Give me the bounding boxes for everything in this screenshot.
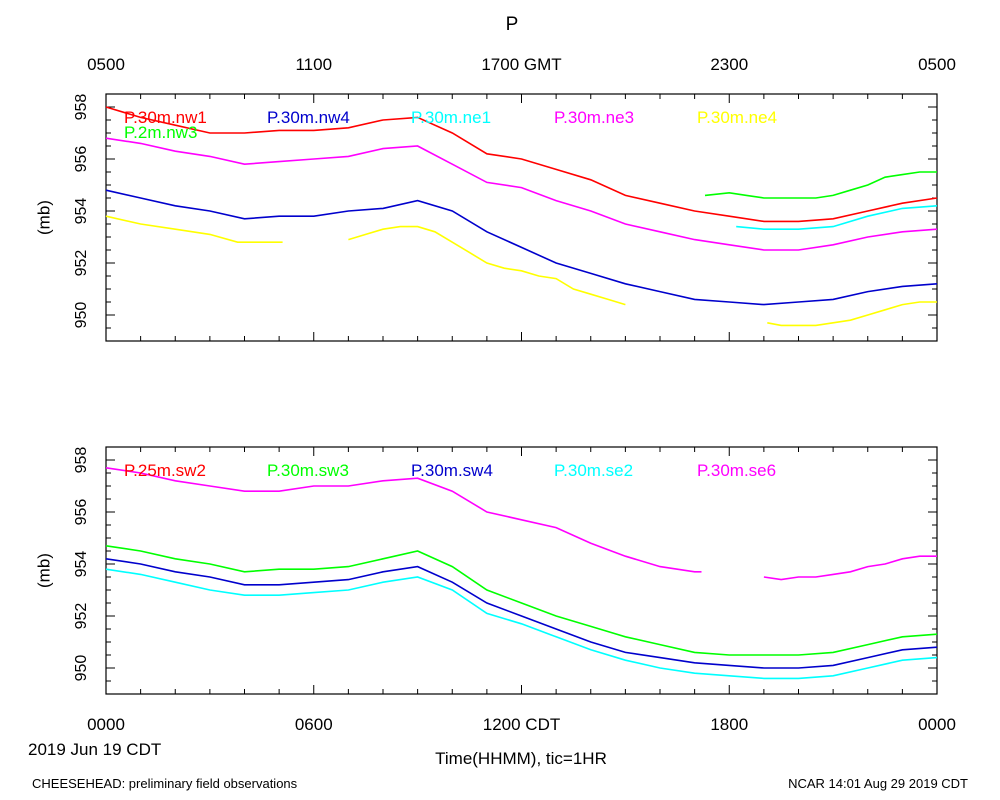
legend-label: P.30m.se6 — [697, 461, 776, 480]
y-tick-label: 952 — [73, 250, 90, 277]
top-x-tick-label: 1700 GMT — [481, 55, 561, 74]
footer-right: NCAR 14:01 Aug 29 2019 CDT — [788, 776, 968, 791]
top-x-tick-label: 0500 — [918, 55, 956, 74]
series-line-P-30m-nw4 — [105, 189, 938, 306]
legend-label: P.30m.nw1 — [124, 108, 207, 127]
legend-label: P.30m.sw4 — [411, 461, 493, 480]
y-tick-label: 954 — [73, 551, 90, 578]
footer-left: CHEESEHEAD: preliminary field observatio… — [32, 776, 298, 791]
legend-label: P.30m.ne1 — [411, 108, 491, 127]
series-line-P-30m-ne1 — [736, 205, 938, 230]
y-tick-label: 954 — [73, 198, 90, 225]
series-line-P-30m-ne4-b — [348, 225, 626, 306]
bottom-x-tick-label: 1800 — [710, 715, 748, 734]
chart-title: P — [506, 14, 519, 35]
series-line-P-30m-nw1 — [105, 106, 938, 223]
series-line-P-30m-ne4-c — [767, 301, 937, 327]
y-tick-label: 950 — [73, 302, 90, 329]
y-tick-label: 956 — [73, 146, 90, 173]
plot-frame — [105, 446, 938, 695]
legend-label: P.30m.ne3 — [554, 108, 634, 127]
series-line-P-30m-ne3 — [105, 137, 938, 251]
y-axis-label: (mb) — [34, 200, 53, 235]
top-x-tick-label: 0500 — [87, 55, 125, 74]
series-line-P-30m-se6 — [105, 467, 702, 573]
x-axis-label: Time(HHMM), tic=1HR — [435, 749, 607, 768]
series-line-P-30m-sw4 — [105, 558, 938, 669]
top-x-tick-label: 1100 — [295, 55, 332, 74]
legend-label: P.30m.sw3 — [267, 461, 349, 480]
series-line-P-30m-se2 — [105, 568, 938, 680]
plot-frame — [105, 93, 938, 342]
y-tick-label: 956 — [73, 499, 90, 526]
y-axis-label: (mb) — [34, 553, 53, 588]
legend-label: P.25m.sw2 — [124, 461, 206, 480]
legend-label: P.2m.nw3 — [124, 123, 197, 142]
y-tick-label: 958 — [73, 447, 90, 474]
top-panel: 950 952 954 956 958 (mb) 0500 1100 1700 GMT 2300 0… — [34, 55, 956, 342]
bottom-x-tick-label: 1200 CDT — [483, 715, 560, 734]
series-line-P-30m-sw3 — [105, 545, 938, 656]
y-tick-label: 950 — [73, 655, 90, 682]
series-line-P-30m-se6-b — [763, 555, 937, 581]
legend-label: P.30m.ne4 — [697, 108, 777, 127]
bottom-x-tick-label: 0000 — [918, 715, 956, 734]
legend-label: P.30m.nw4 — [267, 108, 350, 127]
y-tick-label: 952 — [73, 603, 90, 630]
top-x-tick-label: 2300 — [710, 55, 748, 74]
series-line-P-30m-ne4 — [105, 215, 283, 243]
bottom-x-tick-label: 0600 — [295, 715, 333, 734]
date-label: 2019 Jun 19 CDT — [28, 740, 161, 759]
legend-label: P.30m.se2 — [554, 461, 633, 480]
bottom-x-tick-label: 0000 — [87, 715, 125, 734]
series-line-P-2m-nw3 — [704, 171, 937, 199]
bottom-panel: 950 952 954 956 958 (mb) 0000 0600 1200 CDT 1800 0… — [34, 446, 956, 734]
y-tick-label: 958 — [73, 94, 90, 121]
